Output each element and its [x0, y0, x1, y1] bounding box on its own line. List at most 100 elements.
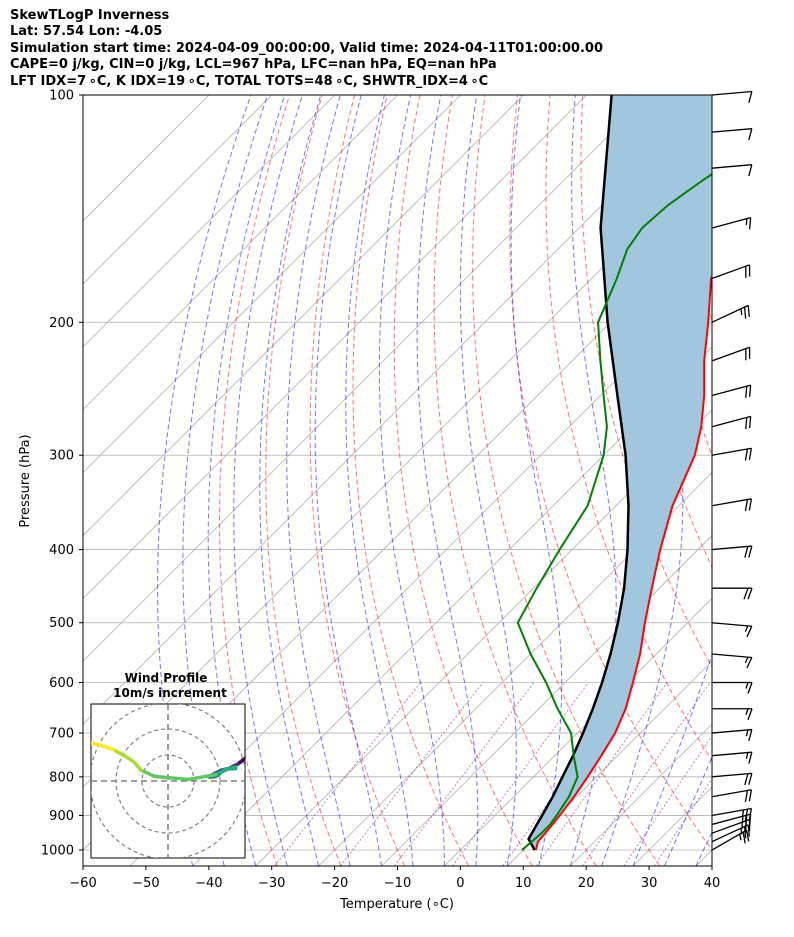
wind-barb-staff [711, 728, 752, 734]
dry-adiabat [309, 95, 406, 866]
y-tick-label: 400 [49, 543, 74, 558]
isotherm-line [83, 95, 587, 599]
wind-barb-flag [747, 305, 750, 318]
moist-adiabat [345, 95, 414, 866]
wind-barb-staff [711, 813, 751, 826]
y-tick-label: 300 [49, 449, 74, 464]
wind-barb [711, 829, 750, 851]
isotherm-line [444, 597, 712, 866]
wind-barb-flag [748, 164, 753, 177]
wind-barb [711, 728, 753, 742]
isotherm-line [83, 95, 650, 662]
y-tick-label: 800 [49, 770, 74, 785]
wind-barb-flag [744, 499, 749, 512]
moist-adiabat [233, 95, 303, 866]
wind-barb-flag [748, 773, 753, 785]
hodograph-segment [112, 748, 130, 760]
wind-barb-flag [748, 729, 753, 742]
wind-barb-staff [711, 789, 752, 798]
wind-barb-flag [748, 448, 753, 460]
wind-barb-half-flag [740, 828, 743, 835]
wind-barb [711, 90, 753, 103]
hodograph-segment [98, 743, 116, 752]
simulation-time-line: Simulation start time: 2024-04-09_00:00:… [10, 40, 603, 56]
wind-barb-flag [748, 752, 753, 764]
isotherm-line [381, 534, 712, 866]
wind-barb-flag [746, 657, 753, 669]
isotherm-line [83, 95, 336, 348]
wind-barb-flag [745, 386, 748, 398]
moist-adiabat [632, 653, 712, 866]
moist-adiabat [207, 95, 286, 866]
dry-adiabat [746, 95, 794, 866]
wind-barb [711, 415, 752, 430]
hodograph-rings [91, 704, 245, 858]
chart-title: SkewTLogP Inverness [10, 8, 170, 23]
wind-barb-staff [711, 128, 752, 133]
wind-barb [711, 622, 753, 638]
wind-barb [711, 264, 751, 280]
mixing-ratio-lines [274, 682, 712, 866]
dry-adiabats [219, 95, 794, 866]
sounding-profiles [516, 95, 712, 851]
wind-barb-flag [747, 708, 753, 720]
x-tick-label: −10 [384, 876, 411, 891]
wind-barb-staff [711, 304, 749, 323]
wind-barb-flag [746, 829, 750, 842]
wind-barb [712, 708, 753, 720]
mixing-ratio-line [581, 682, 711, 866]
x-tick-label: 0 [456, 876, 464, 891]
cape-cin-line: CAPE=0 j/kg, CIN=0 j/kg, LCL=967 hPa, LF… [10, 57, 497, 73]
wind-barb-flag [744, 773, 749, 786]
wind-barb-flag [744, 809, 749, 821]
wind-barb-flag [748, 545, 753, 558]
wind-barb [711, 789, 753, 803]
temperature-line [534, 274, 712, 851]
dry-adiabat [580, 95, 712, 669]
dry-adiabat [509, 95, 712, 851]
dry-adiabat [433, 95, 597, 866]
isotherm-line [83, 95, 398, 411]
x-tick-label: 20 [578, 876, 595, 891]
cape-shaded-area [529, 95, 712, 850]
x-axis-ticks: −60 −50 −40 −30 −20 −10 0 10 20 30 40 [69, 866, 720, 891]
wind-barb-flag [746, 625, 753, 638]
wind-barb-half-flag [741, 809, 745, 817]
hodograph-segment [91, 741, 96, 746]
wind-barb-staff [711, 653, 752, 659]
wind-barb-staff [711, 622, 752, 627]
dry-adiabat [265, 95, 342, 866]
moist-adiabat [728, 95, 794, 866]
wind-barb-flag [747, 682, 753, 694]
wind-barb-flag [748, 217, 752, 230]
wind-barb [711, 346, 751, 362]
wind-barb-staff [711, 498, 752, 507]
x-axis-label: Temperature (∘C) [339, 897, 454, 912]
isotherm-line [569, 723, 712, 866]
wind-barb [711, 304, 750, 323]
wind-barb-flag [744, 546, 749, 558]
wind-barb-staff [711, 772, 752, 778]
y-tick-label: 500 [49, 616, 74, 631]
mixing-ratio-line [535, 682, 668, 866]
wind-barb [711, 772, 753, 786]
moist-adiabat [601, 95, 684, 866]
wind-barb-half-flag [740, 308, 743, 316]
chart-title-block: SkewTLogP Inverness Lat: 57.54 Lon: -4.0… [10, 8, 790, 90]
x-tick-label: −30 [258, 876, 285, 891]
dry-adiabat [219, 95, 290, 866]
y-tick-label: 700 [49, 727, 74, 742]
wind-barb-flag [748, 789, 753, 802]
mixing-ratio-line [393, 682, 535, 866]
wind-barb-staff [711, 415, 751, 428]
wind-barb-staff [711, 346, 750, 362]
x-tick-label: −50 [132, 876, 159, 891]
moist-adiabat [510, 95, 563, 866]
wind-barb-flag [743, 307, 747, 319]
moist-adiabat [182, 95, 269, 866]
wind-barb [711, 216, 752, 230]
y-tick-label: 1000 [41, 844, 74, 859]
wind-barb-flag [743, 587, 749, 600]
moist-adiabat [759, 95, 794, 866]
dry-adiabat [545, 95, 712, 762]
